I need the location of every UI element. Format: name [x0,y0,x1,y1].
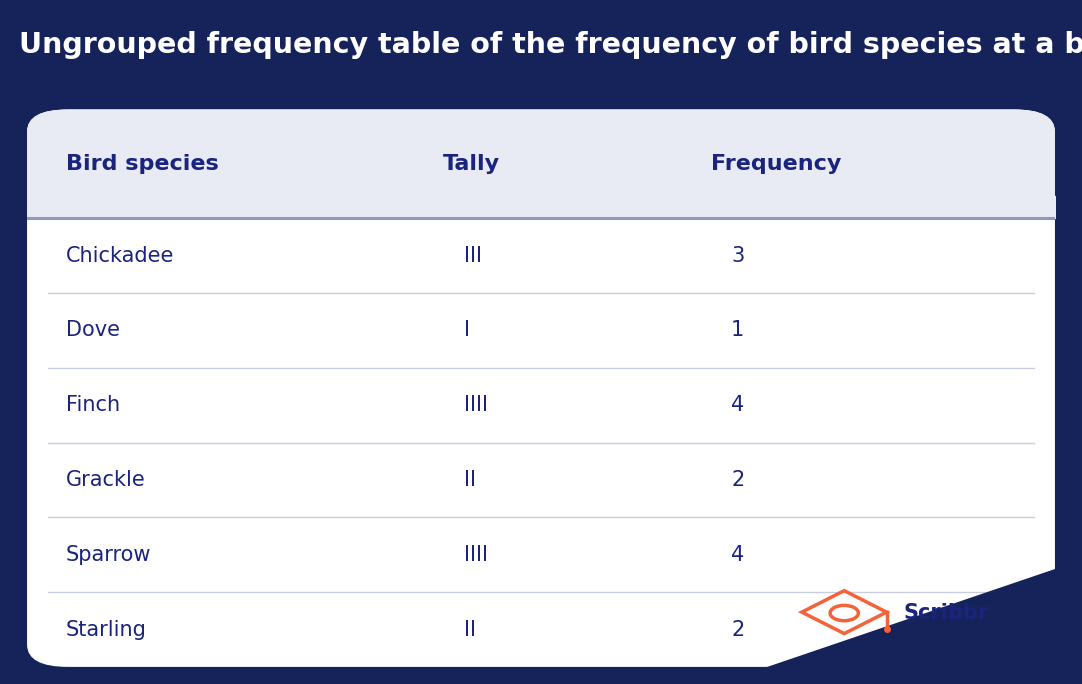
Text: Grackle: Grackle [66,470,146,490]
Text: 4: 4 [731,544,744,565]
Text: II: II [464,620,476,640]
Text: 3: 3 [731,246,744,265]
Text: IIII: IIII [464,395,488,415]
Text: Ungrouped frequency table of the frequency of bird species at a bird feeder: Ungrouped frequency table of the frequen… [19,31,1082,59]
Text: Sparrow: Sparrow [66,544,151,565]
Text: 1: 1 [731,320,744,341]
Text: II: II [464,470,476,490]
FancyBboxPatch shape [27,109,1055,218]
Text: Bird species: Bird species [66,154,219,174]
Text: III: III [464,246,481,265]
Text: Starling: Starling [66,620,147,640]
FancyBboxPatch shape [27,109,1055,667]
Text: Finch: Finch [66,395,120,415]
Text: IIII: IIII [464,544,488,565]
Text: 2: 2 [731,470,744,490]
Text: Scribbr: Scribbr [903,603,989,623]
Text: Dove: Dove [66,320,120,341]
Text: I: I [464,320,470,341]
Text: 4: 4 [731,395,744,415]
Text: Chickadee: Chickadee [66,246,174,265]
Text: 2: 2 [731,620,744,640]
Text: Frequency: Frequency [711,154,841,174]
Text: Tally: Tally [444,154,501,174]
Polygon shape [767,569,1055,667]
